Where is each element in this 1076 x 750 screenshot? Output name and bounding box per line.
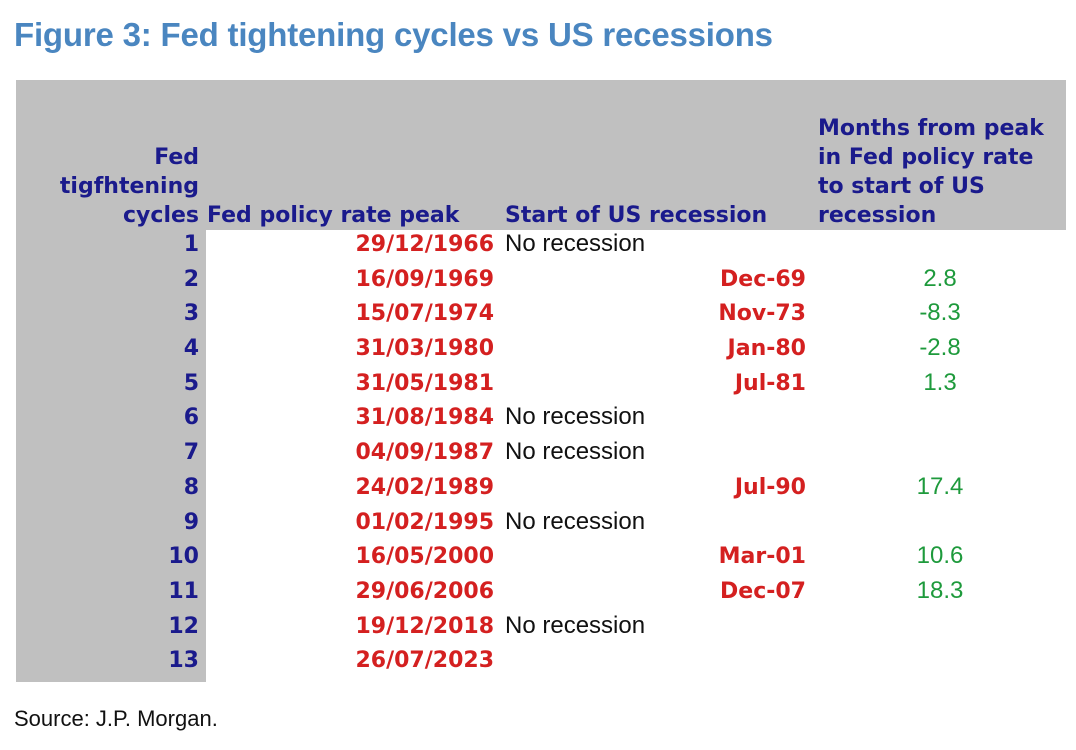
header-months-line: to start of US [818, 174, 985, 199]
header-months: Months from peak in Fed policy rate to s… [818, 114, 1066, 230]
recession-start: Nov-73 [718, 301, 806, 327]
table-row: 2 16/09/1969 Dec-69 2.8 [16, 265, 1066, 300]
rate-peak-date: 29/06/2006 [355, 578, 494, 604]
table-row: 7 04/09/1987 No recession [16, 438, 1066, 473]
header-cycles-line: tigfhtening [59, 174, 199, 199]
header-months-line: Months from peak [818, 116, 1044, 141]
rate-peak-date: 31/05/1981 [355, 370, 494, 396]
recession-start: Mar-01 [718, 544, 806, 570]
cycle-number: 5 [183, 370, 199, 396]
rate-peak-date: 31/08/1984 [355, 405, 494, 431]
no-recession-label: No recession [505, 438, 646, 466]
table-body: 1 29/12/1966 No recession 2 16/09/1969 Dec-69… [16, 230, 1066, 681]
rate-peak-date: 15/07/1974 [355, 301, 494, 327]
table-row: 13 26/07/2023 [16, 646, 1066, 681]
months-to-recession: 2.8 [923, 264, 957, 292]
rate-peak-date: 26/07/2023 [355, 648, 494, 674]
no-recession-label: No recession [505, 403, 646, 431]
table-row: 1 29/12/1966 No recession [16, 230, 1066, 265]
cycle-number: 1 [183, 232, 199, 257]
header-cycles-line: cycles [123, 203, 199, 228]
table-row: 4 31/03/1980 Jan-80 -2.8 [16, 334, 1066, 369]
cycle-number: 13 [168, 648, 199, 674]
cycle-number: 7 [183, 440, 199, 466]
months-to-recession: -8.3 [919, 299, 961, 327]
header-band [16, 80, 1066, 230]
table-row: 10 16/05/2000 Mar-01 10.6 [16, 542, 1066, 577]
table-row: 6 31/08/1984 No recession [16, 403, 1066, 438]
cycle-number: 11 [168, 578, 199, 604]
cycle-column-band [16, 230, 206, 682]
cycle-number: 6 [183, 405, 199, 431]
header-cycles-line: Fed [154, 145, 199, 170]
months-to-recession: 17.4 [916, 472, 964, 500]
rate-peak-date: 01/02/1995 [355, 509, 494, 535]
cycle-number: 8 [183, 474, 199, 500]
rate-peak-date: 16/09/1969 [355, 266, 494, 292]
recession-start: Jan-80 [727, 336, 806, 362]
rate-peak-date: 31/03/1980 [355, 336, 494, 362]
rate-peak-date: 16/05/2000 [355, 544, 494, 570]
source-note: Source: J.P. Morgan. [14, 706, 218, 731]
no-recession-label: No recession [505, 507, 646, 535]
header-months-line: in Fed policy rate [818, 145, 1034, 170]
cycle-number: 4 [183, 336, 199, 362]
cycle-number: 2 [183, 266, 199, 292]
months-to-recession: -2.8 [919, 334, 961, 362]
header-cycles: Fed tigfhtening cycles [16, 143, 199, 230]
header-start: Start of US recession [505, 203, 768, 228]
recession-start: Dec-69 [720, 266, 806, 292]
cycle-number: 9 [183, 509, 199, 535]
months-to-recession: 10.6 [916, 542, 964, 570]
table-row: 12 19/12/2018 No recession [16, 612, 1066, 647]
cycle-number: 12 [168, 613, 199, 639]
rate-peak-date: 04/09/1987 [355, 440, 494, 466]
figure-title: Figure 3: Fed tightening cycles vs US re… [14, 16, 773, 53]
rate-peak-date: 24/02/1989 [355, 474, 494, 500]
table-row: 11 29/06/2006 Dec-07 18.3 [16, 577, 1066, 612]
months-to-recession: 1.3 [923, 368, 957, 396]
recession-start: Dec-07 [720, 578, 806, 604]
table-row: 3 15/07/1974 Nov-73 -8.3 [16, 299, 1066, 334]
rate-peak-date: 29/12/1966 [355, 232, 494, 257]
cycle-number: 10 [168, 544, 199, 570]
no-recession-label: No recession [505, 230, 646, 257]
header-peak: Fed policy rate peak [207, 203, 460, 228]
rate-peak-date: 19/12/2018 [355, 613, 494, 639]
data-table: Fed tigfhtening cycles Fed policy rate p… [16, 80, 1066, 682]
recession-start: Jul-81 [734, 370, 806, 396]
no-recession-label: No recession [505, 611, 646, 639]
recession-start: Jul-90 [734, 474, 806, 500]
table-row: 9 01/02/1995 No recession [16, 508, 1066, 543]
months-to-recession: 18.3 [916, 576, 964, 604]
table-row: 5 31/05/1981 Jul-81 1.3 [16, 369, 1066, 404]
table-row: 8 24/02/1989 Jul-90 17.4 [16, 473, 1066, 508]
cycle-number: 3 [183, 301, 199, 327]
header-months-line: recession [818, 203, 937, 228]
